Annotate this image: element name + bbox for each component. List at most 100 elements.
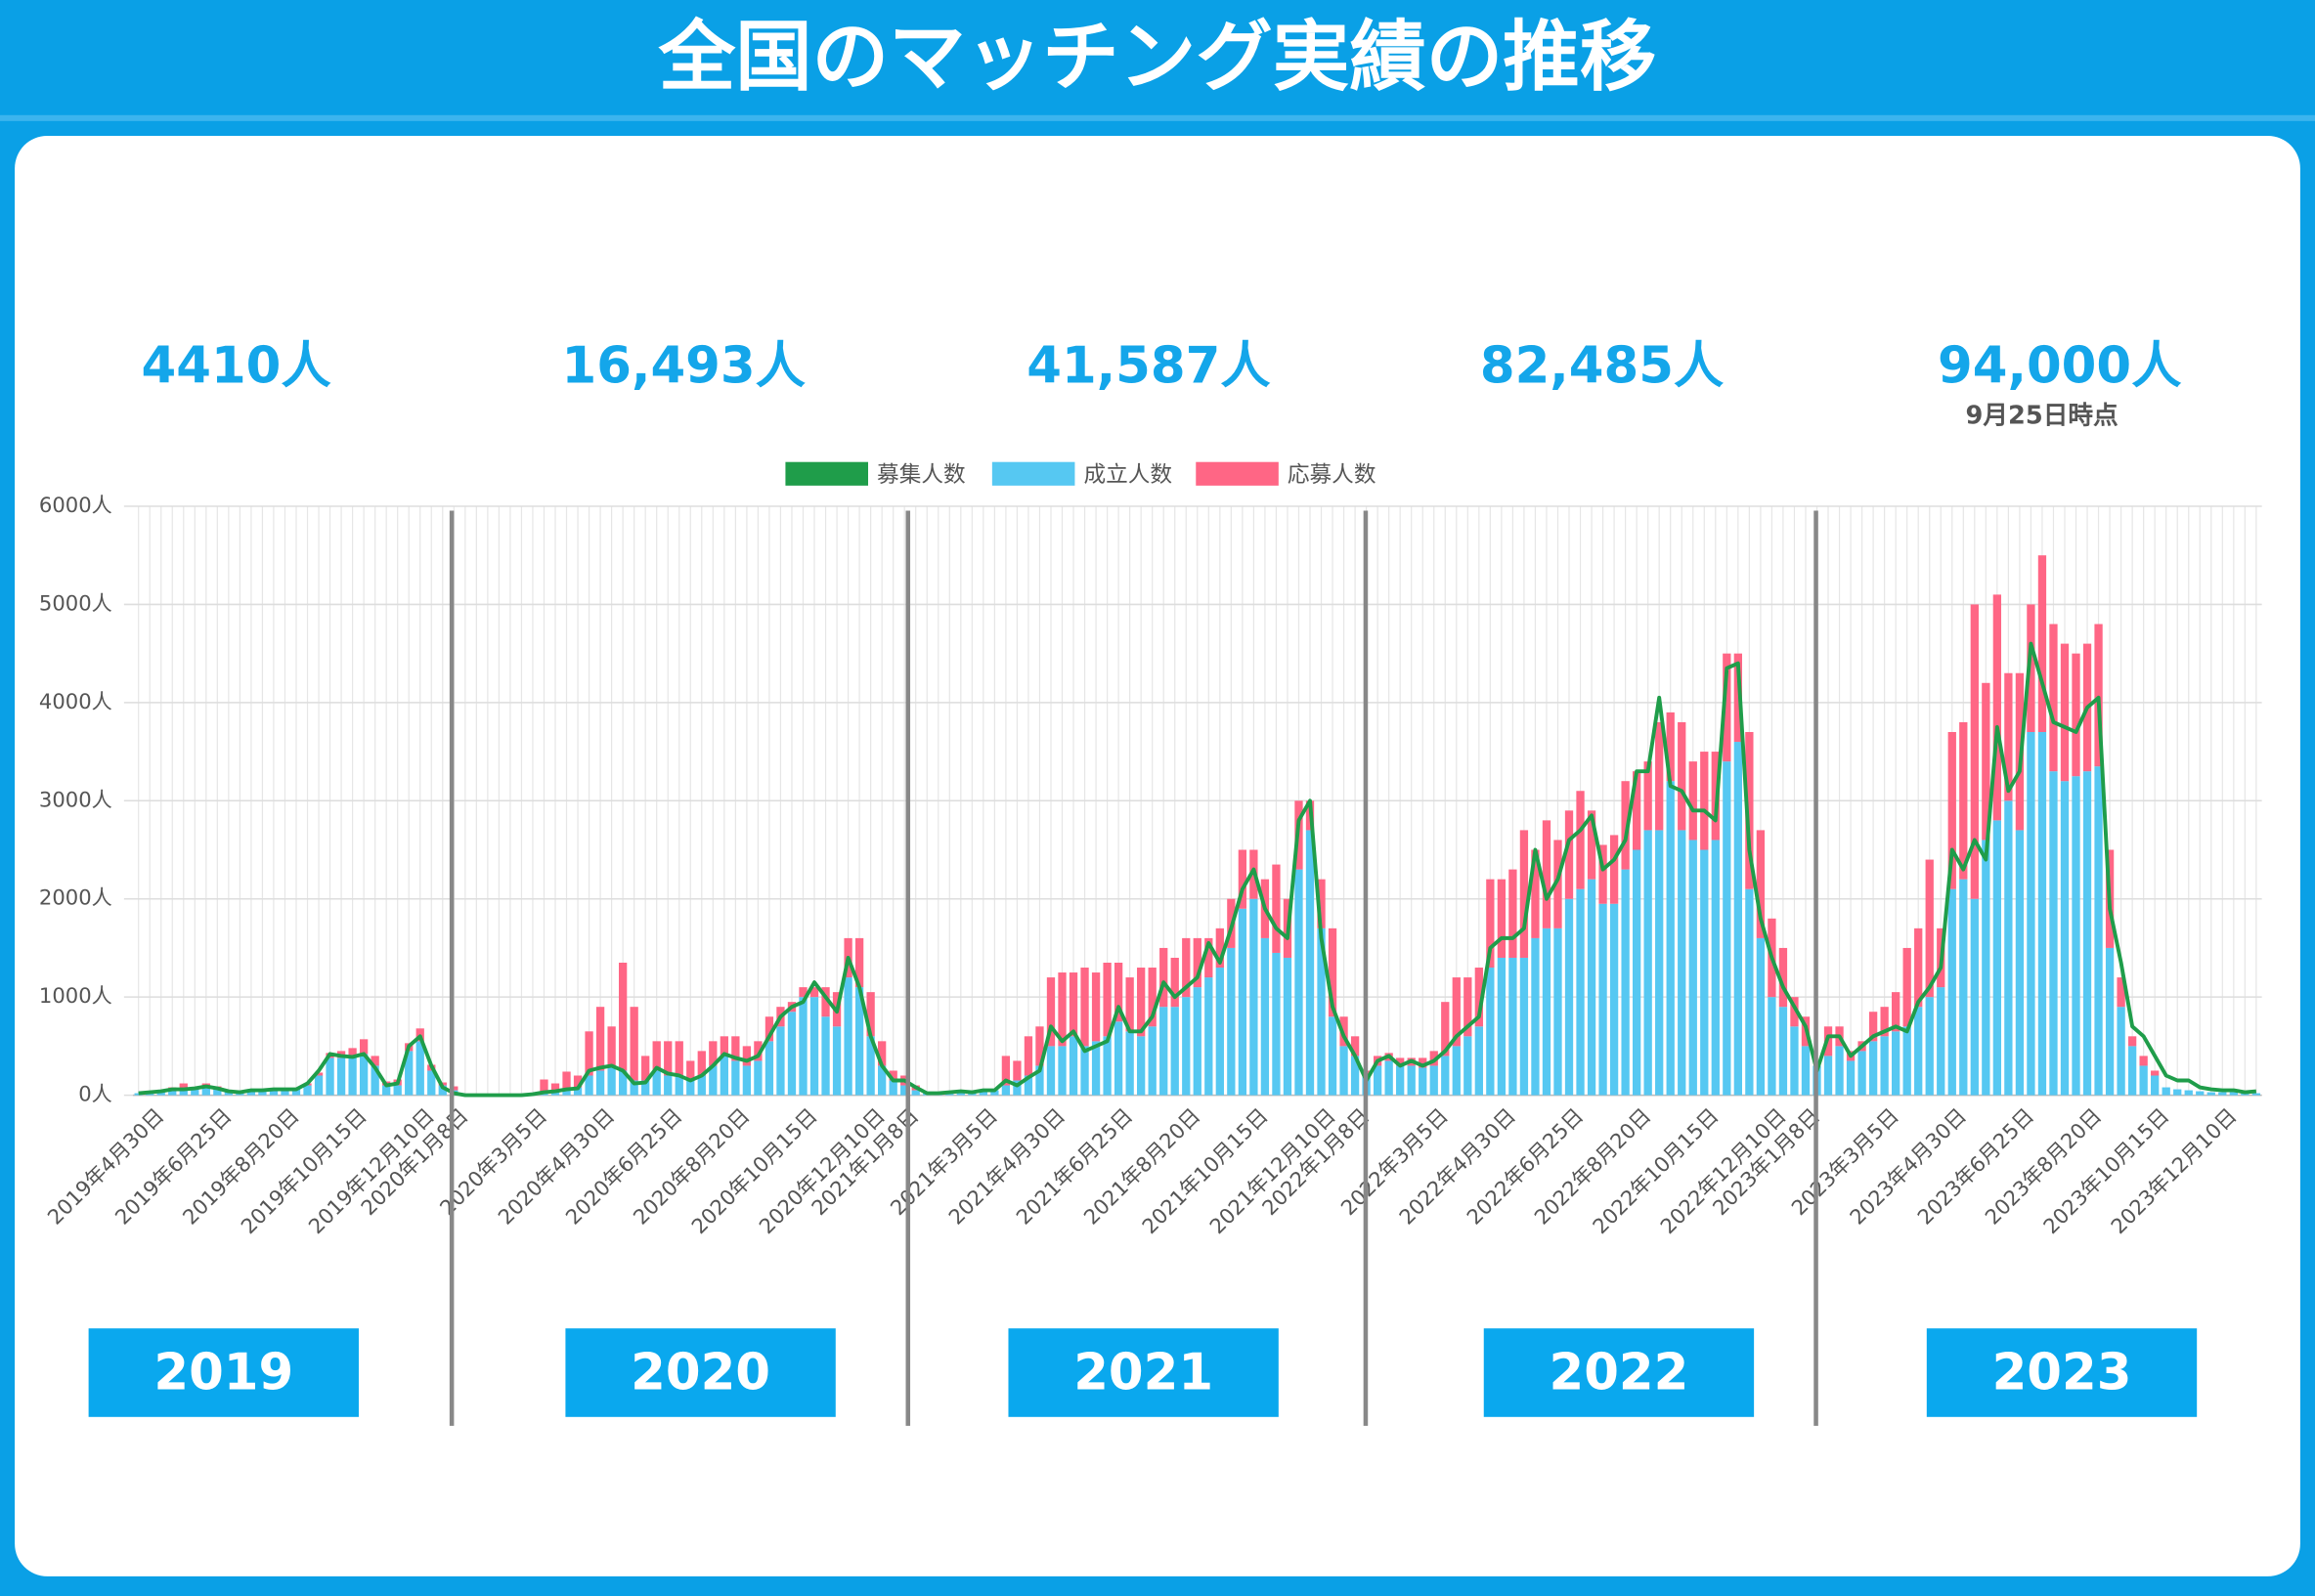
bar — [156, 1091, 165, 1096]
bar — [281, 1089, 289, 1096]
bar — [1419, 1067, 1427, 1096]
bar — [799, 987, 808, 998]
bar — [956, 1091, 965, 1096]
bar — [1227, 947, 1236, 1096]
bar — [664, 1075, 673, 1096]
bar — [1723, 761, 1731, 1096]
bar — [1103, 963, 1112, 1037]
y-tick-label: 2000人 — [39, 885, 112, 910]
bar — [1508, 869, 1517, 958]
year-box — [565, 1328, 836, 1417]
bar — [246, 1091, 256, 1096]
bar — [1452, 977, 1461, 1047]
bar — [1001, 1085, 1011, 1096]
year-box — [1483, 1328, 1755, 1417]
bar — [1643, 761, 1652, 831]
bar — [878, 1041, 887, 1066]
year-label: 2020 — [631, 1344, 770, 1402]
panel — [15, 135, 2300, 1576]
bar — [213, 1089, 222, 1096]
bar — [1959, 879, 1968, 1096]
bar — [1441, 1056, 1450, 1096]
bar — [1035, 1065, 1044, 1096]
bar — [1272, 952, 1281, 1096]
bar — [731, 1036, 740, 1061]
bar — [1317, 927, 1326, 1096]
bar — [1992, 820, 2002, 1096]
bar — [799, 997, 808, 1096]
year-label: 2023 — [1992, 1344, 2132, 1402]
bar — [179, 1083, 188, 1089]
bar — [2049, 771, 2058, 1096]
bar — [2094, 766, 2103, 1096]
bar — [2094, 624, 2103, 767]
bar — [1868, 1012, 1878, 1042]
bar — [709, 1065, 718, 1096]
bar — [1193, 937, 1201, 988]
bar — [1170, 1007, 1179, 1096]
bar — [2027, 731, 2035, 1096]
bar — [1868, 1041, 1878, 1096]
bar — [889, 1080, 897, 1096]
bar — [754, 1060, 763, 1096]
year-box — [1008, 1328, 1279, 1417]
bar — [2206, 1092, 2215, 1096]
bar — [1204, 977, 1213, 1096]
bar — [776, 1026, 785, 1096]
bar — [1283, 957, 1292, 1096]
bar — [878, 1065, 887, 1096]
bar — [1486, 879, 1495, 969]
bar — [1317, 879, 1326, 928]
bar — [1678, 830, 1686, 1096]
legend-label: 成立人数 — [1083, 462, 1172, 488]
bar — [1013, 1080, 1022, 1096]
bar — [866, 1036, 875, 1096]
bar — [2241, 1093, 2249, 1096]
bar — [844, 977, 852, 1096]
bar — [1407, 1065, 1416, 1096]
bar — [1238, 908, 1247, 1096]
bar — [1733, 742, 1742, 1096]
year-total: 41,587人 — [1026, 337, 1271, 396]
year-total: 16,493人 — [562, 337, 807, 396]
bar — [1700, 849, 1709, 1096]
bar — [1553, 927, 1562, 1096]
bar — [134, 1093, 143, 1096]
bar — [1892, 1031, 1900, 1096]
bar — [201, 1087, 210, 1096]
bar — [2082, 771, 2092, 1096]
bar — [314, 1072, 324, 1076]
bar — [1576, 791, 1585, 889]
bar — [1350, 1056, 1360, 1096]
bar — [438, 1085, 447, 1096]
bar — [1823, 1056, 1833, 1096]
bar — [1598, 844, 1607, 904]
bar — [1666, 781, 1675, 1096]
bar — [348, 1048, 357, 1057]
bar — [866, 992, 875, 1037]
bar — [2072, 776, 2080, 1096]
bar — [1519, 957, 1529, 1096]
bar — [2139, 1065, 2148, 1096]
bar — [990, 1090, 999, 1096]
bar — [1170, 957, 1179, 1008]
bar — [1801, 1046, 1811, 1096]
bar — [1114, 963, 1123, 1022]
bar — [168, 1090, 177, 1096]
bar — [2139, 1056, 2148, 1066]
bar — [1238, 849, 1247, 909]
bar — [1474, 968, 1483, 1027]
bar — [1768, 997, 1776, 1096]
bar — [1970, 604, 1979, 899]
y-tick-label: 1000人 — [39, 983, 112, 1008]
year-box — [88, 1328, 359, 1417]
bar — [382, 1085, 391, 1096]
bar — [1598, 903, 1607, 1096]
bar — [1148, 1026, 1157, 1096]
bar — [2196, 1091, 2205, 1096]
bar — [585, 1031, 593, 1076]
bar — [1655, 721, 1664, 831]
bar — [1542, 927, 1551, 1096]
bar — [854, 987, 864, 1096]
